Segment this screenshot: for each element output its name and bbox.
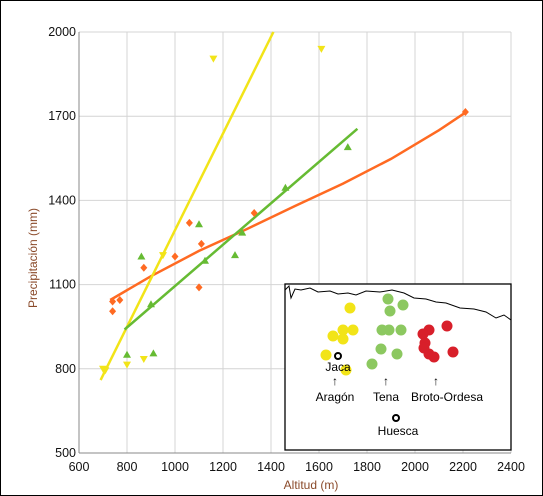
data-point [250, 209, 258, 218]
y-tick-label: 800 [55, 362, 76, 376]
map-dot-yellow [340, 364, 352, 376]
broto-arrow: ↑ [433, 374, 439, 388]
data-point [317, 45, 326, 53]
y-axis-title: Precipitación (mm) [26, 208, 40, 308]
map-dot-red [428, 351, 440, 363]
map-dot-green [382, 293, 394, 305]
gridlines [78, 31, 512, 454]
trend-line [123, 127, 359, 331]
data-point [195, 220, 203, 228]
data-point [281, 183, 290, 191]
data-point [140, 263, 148, 272]
x-tick-label: 800 [117, 460, 138, 474]
data-point [461, 107, 469, 116]
data-point [201, 256, 209, 264]
map-dot-green [384, 305, 396, 317]
jaca-marker [334, 352, 342, 360]
x-tick-label: 1200 [209, 460, 237, 474]
map-dot-red [417, 328, 429, 340]
map-dot-red [441, 320, 453, 332]
data-point [123, 361, 131, 369]
y-tick-label: 2000 [48, 25, 76, 39]
broto-ordesa-label: Broto-Ordesa [411, 390, 483, 404]
aragon-arrow: ↑ [332, 374, 338, 388]
map-dot-yellow [347, 324, 359, 336]
x-tick-label: 2200 [449, 460, 477, 474]
map-dot-red [418, 342, 430, 354]
x-tick-label: 2000 [401, 460, 429, 474]
tena-arrow: ↑ [383, 374, 389, 388]
data-point [101, 367, 110, 375]
y-tick-label: 1700 [48, 109, 76, 123]
data-point [343, 143, 352, 151]
data-point [147, 300, 155, 308]
data-point [238, 228, 247, 236]
x-tick-label: 1400 [257, 460, 285, 474]
map-dot-green [375, 343, 387, 355]
x-axis-ticks: 600 800 1000 1200 1400 1600 1800 2000 2200 2400 [69, 460, 525, 474]
trend-curve [109, 111, 467, 302]
map-dot-yellow [337, 333, 349, 345]
data-point [171, 252, 179, 261]
huesca-marker [392, 414, 400, 422]
aragon-label: Aragón [316, 390, 355, 404]
map-dot-green [397, 299, 409, 311]
map-dot-yellow [337, 324, 349, 336]
map-dot-green [395, 324, 407, 336]
data-point [209, 55, 218, 63]
data-point [116, 296, 124, 305]
y-tick-label: 500 [55, 446, 76, 460]
map-dot-green [366, 358, 378, 370]
x-tick-label: 2400 [497, 460, 525, 474]
data-point [195, 283, 203, 292]
data-point [109, 297, 117, 306]
inset-map: Jaca ↑ ↑ ↑ Aragón Tena Broto-Ordesa Hues… [284, 283, 512, 451]
data-point [109, 307, 117, 316]
y-axis-ticks: 500 800 1100 1400 1700 2000 [48, 25, 76, 460]
huesca-label: Huesca [378, 424, 419, 438]
map-dot-yellow [327, 330, 339, 342]
data-point [149, 349, 158, 357]
data-point [123, 350, 131, 358]
x-tick-label: 600 [69, 460, 90, 474]
jaca-label: Jaca [325, 360, 351, 374]
x-tick-label: 1000 [161, 460, 189, 474]
x-axis-title: Altitud (m) [284, 478, 339, 492]
map-dot-red [447, 346, 459, 358]
x-tick-label: 1800 [353, 460, 381, 474]
y-tick-label: 1400 [48, 193, 76, 207]
data-point [137, 252, 146, 260]
data-point [231, 251, 239, 259]
data-point [139, 355, 148, 363]
data-point [197, 239, 205, 248]
map-dot-yellow [344, 302, 356, 314]
trend-lines [99, 31, 467, 381]
inset-map-frame [284, 283, 512, 451]
trend-line [99, 31, 275, 381]
map-dots [320, 293, 459, 376]
map-dot-yellow [320, 349, 332, 361]
data-points [99, 45, 469, 375]
y-tick-label: 1100 [49, 278, 76, 292]
x-tick-label: 1600 [305, 460, 333, 474]
data-point [159, 252, 167, 260]
map-dot-green [383, 324, 395, 336]
map-dot-green [391, 348, 403, 360]
tena-label: Tena [373, 390, 399, 404]
border-line [284, 284, 512, 321]
data-point [185, 218, 193, 227]
